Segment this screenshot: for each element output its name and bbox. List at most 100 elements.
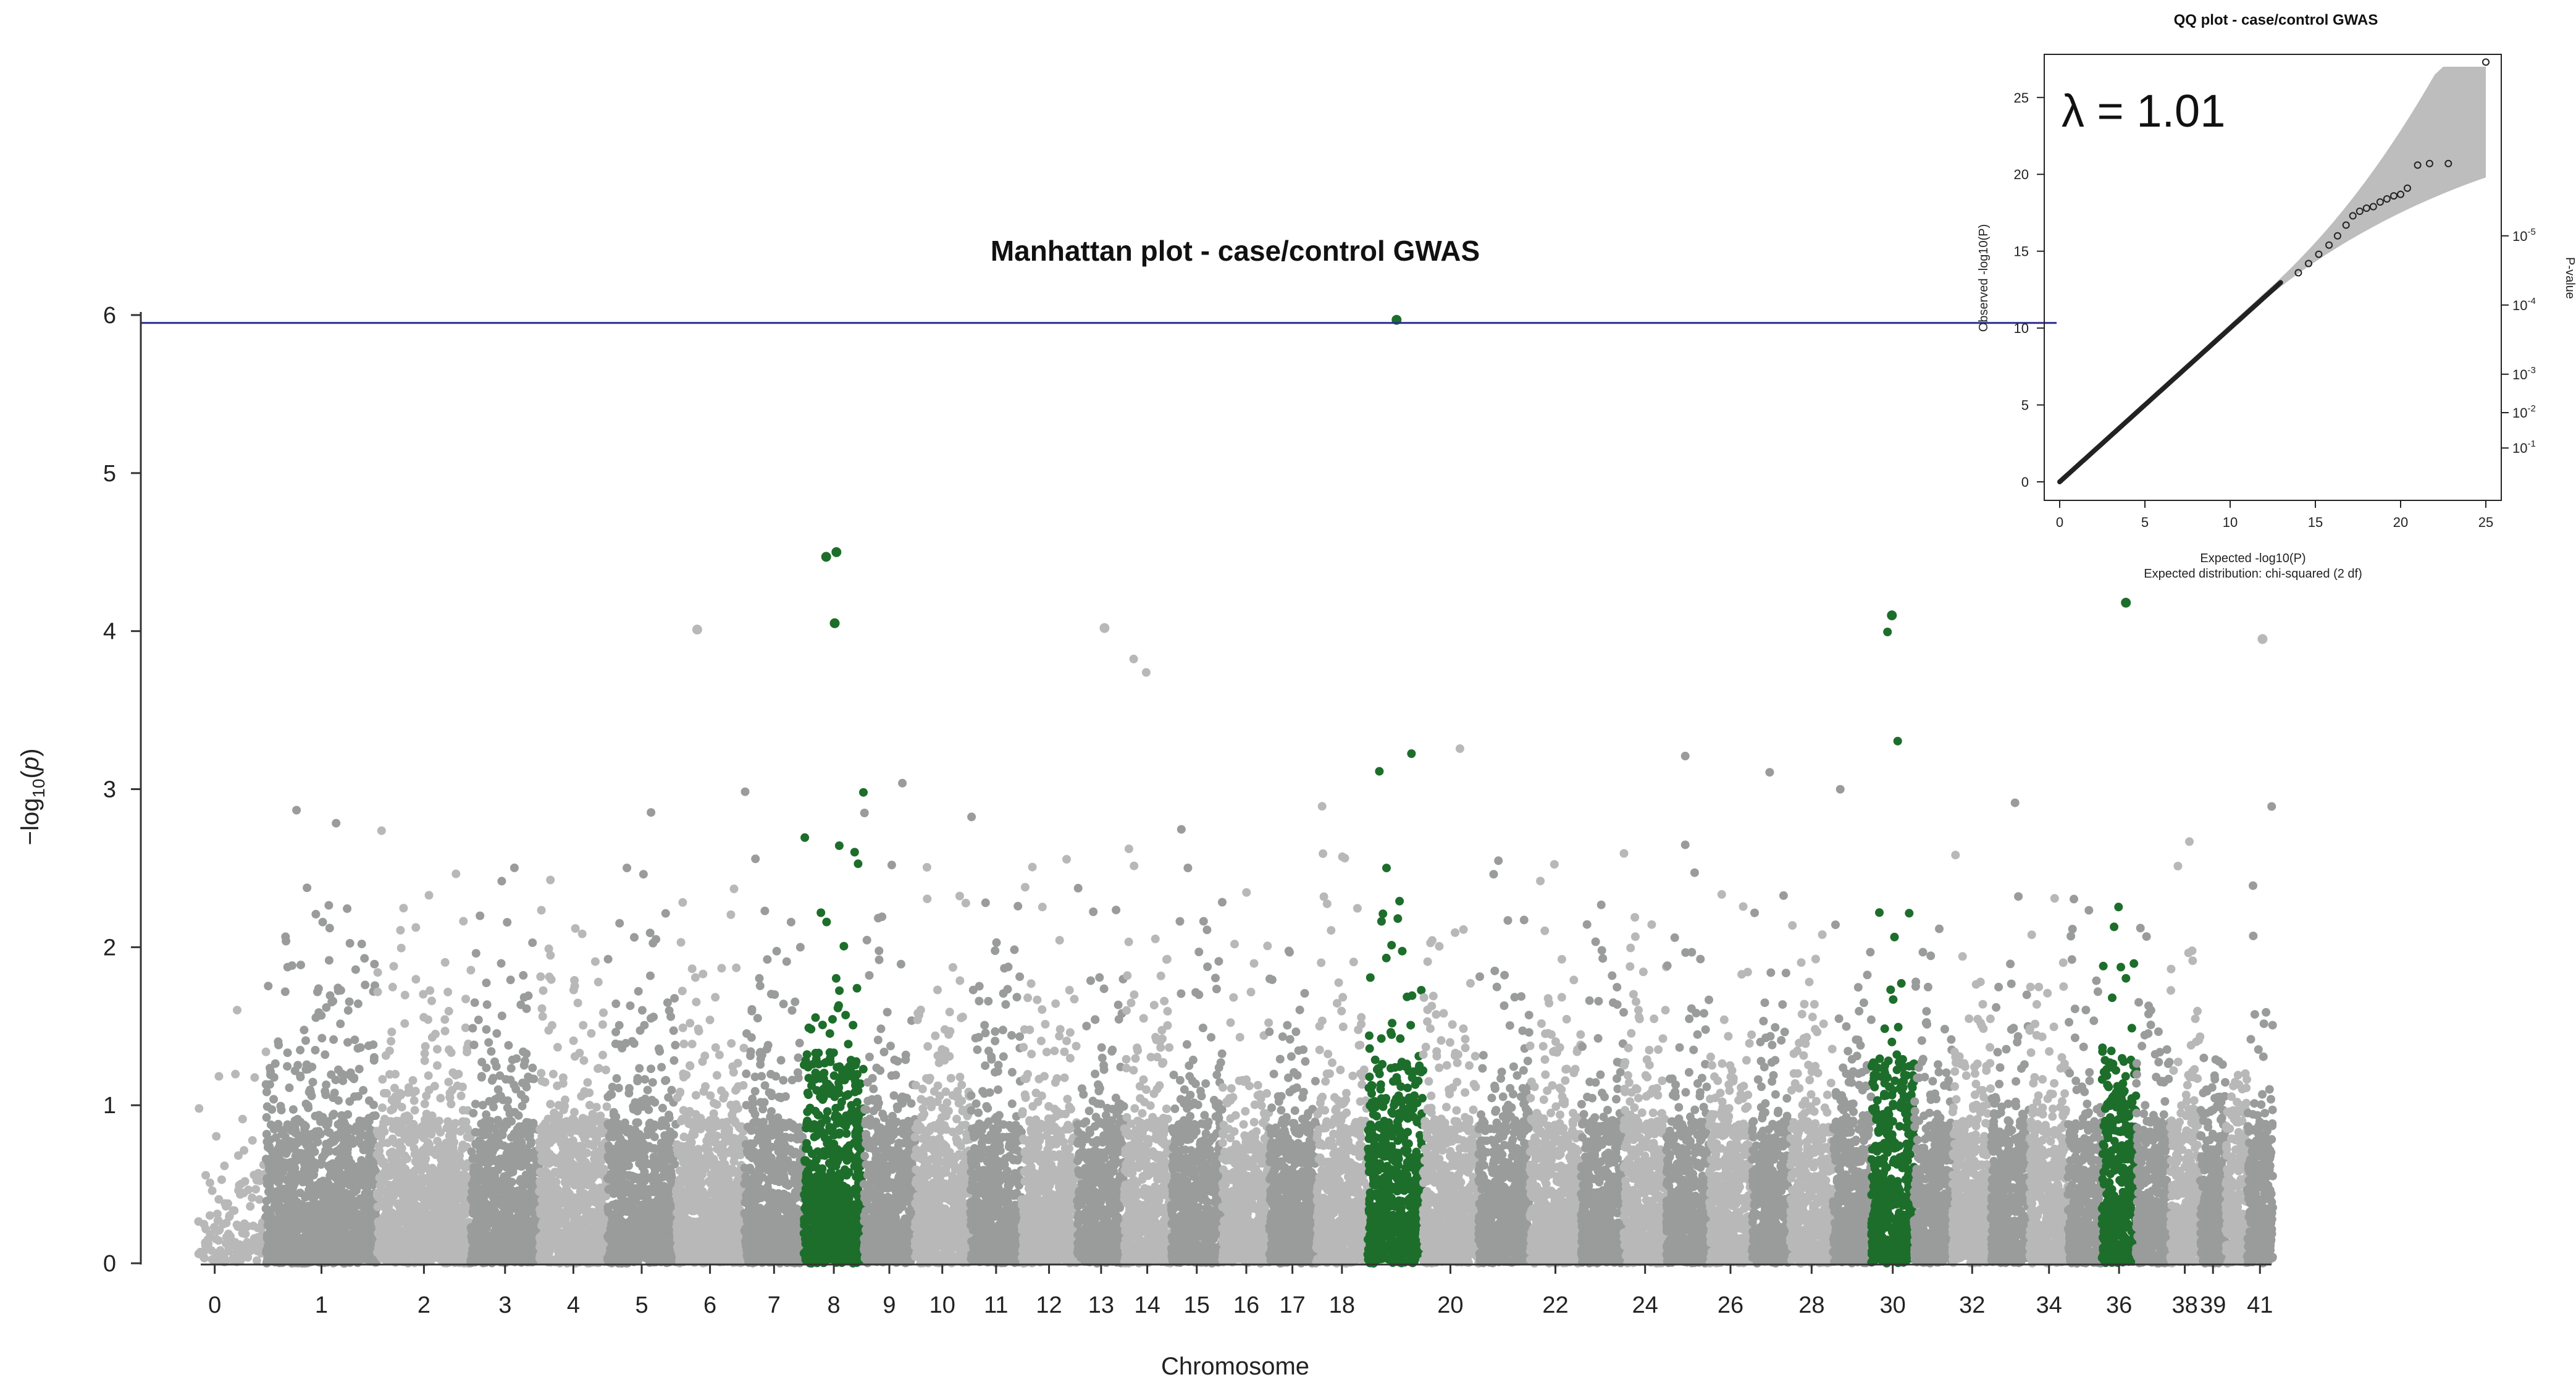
manhattan-point — [575, 1239, 584, 1247]
manhattan-point — [510, 1080, 519, 1090]
chromosome-6-points — [671, 884, 749, 1268]
manhattan-point — [445, 1093, 455, 1102]
manhattan-point — [396, 925, 405, 935]
manhattan-point — [633, 1118, 642, 1127]
manhattan-point — [233, 1222, 243, 1231]
manhattan-point — [489, 1103, 498, 1111]
manhattan-point — [469, 1109, 478, 1117]
manhattan-point — [471, 1127, 480, 1137]
manhattan-point — [485, 1142, 494, 1151]
manhattan-point — [547, 1174, 556, 1183]
manhattan-point — [401, 1242, 410, 1252]
manhattan-point — [490, 1057, 499, 1066]
manhattan-point — [394, 1117, 403, 1126]
manhattan-point — [521, 1095, 530, 1104]
manhattan-point — [210, 1255, 219, 1265]
manhattan-point — [642, 1197, 651, 1206]
manhattan-point — [497, 1011, 506, 1021]
manhattan-point — [537, 1076, 547, 1085]
manhattan-point — [424, 891, 434, 900]
manhattan-point — [336, 1019, 345, 1029]
manhattan-point — [627, 1129, 636, 1138]
manhattan-points — [194, 628, 2277, 1268]
manhattan-point — [648, 1143, 657, 1153]
manhattan-point — [431, 1029, 440, 1038]
manhattan-point — [489, 1248, 498, 1258]
manhattan-point — [408, 1220, 417, 1229]
manhattan-point — [442, 1209, 451, 1218]
manhattan-point — [205, 1211, 214, 1220]
manhattan-point — [307, 1253, 316, 1262]
manhattan-point — [277, 1130, 287, 1138]
manhattan-point — [621, 1206, 630, 1215]
manhattan-point — [473, 1184, 482, 1193]
manhattan-point — [447, 1048, 456, 1057]
manhattan-point — [477, 1072, 486, 1081]
manhattan-point — [345, 997, 354, 1006]
manhattan-point — [361, 1255, 371, 1264]
manhattan-point — [536, 1232, 545, 1241]
manhattan-point — [647, 1216, 656, 1225]
manhattan-point — [590, 1217, 600, 1226]
manhattan-point — [443, 987, 453, 996]
manhattan-point — [292, 1171, 300, 1180]
manhattan-point — [503, 918, 512, 927]
manhattan-point — [444, 1006, 453, 1016]
manhattan-point — [618, 1125, 627, 1134]
manhattan-point — [296, 1071, 305, 1080]
manhattan-point — [518, 1218, 526, 1227]
manhattan-point — [392, 1182, 400, 1191]
manhattan-point — [233, 1006, 241, 1015]
manhattan-point — [484, 1038, 493, 1047]
chromosome-4-points — [535, 875, 612, 1268]
manhattan-point — [669, 1026, 678, 1035]
manhattan-point — [418, 1158, 427, 1167]
manhattan-point — [385, 1249, 394, 1258]
manhattan-point — [500, 1239, 509, 1248]
manhattan-point — [583, 1180, 592, 1190]
manhattan-point — [264, 1159, 274, 1169]
manhattan-point — [296, 1045, 305, 1054]
manhattan-point — [387, 1037, 396, 1046]
manhattan-point — [409, 1143, 419, 1153]
manhattan-point — [283, 1062, 292, 1071]
manhattan-point — [214, 1195, 224, 1204]
manhattan-point — [480, 1248, 490, 1258]
manhattan-point — [524, 1072, 533, 1082]
manhattan-point — [628, 1153, 637, 1163]
manhattan-point — [514, 1111, 523, 1120]
manhattan-point — [475, 1136, 484, 1145]
manhattan-point — [492, 1029, 501, 1038]
manhattan-point — [627, 1253, 637, 1263]
manhattan-point — [569, 1121, 577, 1130]
manhattan-point — [272, 1248, 281, 1256]
manhattan-point — [266, 1144, 274, 1153]
manhattan-point — [207, 1246, 216, 1255]
manhattan-point — [540, 1158, 550, 1167]
manhattan-point — [472, 1218, 480, 1226]
manhattan-point — [296, 1216, 305, 1224]
manhattan-point — [546, 875, 555, 885]
manhattan-point — [573, 998, 582, 1008]
manhattan-point — [310, 1147, 319, 1156]
manhattan-point — [508, 1198, 518, 1206]
manhattan-point — [512, 1054, 521, 1063]
manhattan-point — [269, 1073, 279, 1082]
manhattan-point — [364, 1136, 373, 1145]
manhattan-point — [332, 1216, 342, 1226]
manhattan-point — [334, 1238, 343, 1247]
manhattan-point — [387, 1027, 396, 1037]
manhattan-point — [482, 978, 491, 988]
manhattan-point — [357, 1231, 366, 1240]
manhattan-point — [414, 1124, 424, 1134]
manhattan-point — [506, 975, 515, 985]
manhattan-point — [471, 1100, 480, 1109]
manhattan-point — [221, 1202, 230, 1211]
manhattan-point — [537, 1004, 547, 1013]
manhattan-point — [581, 1216, 590, 1226]
manhattan-point — [282, 1209, 290, 1218]
chromosome-0-points — [194, 1006, 271, 1266]
manhattan-point — [522, 1004, 531, 1013]
manhattan-point — [497, 959, 506, 968]
manhattan-point — [616, 1134, 625, 1143]
